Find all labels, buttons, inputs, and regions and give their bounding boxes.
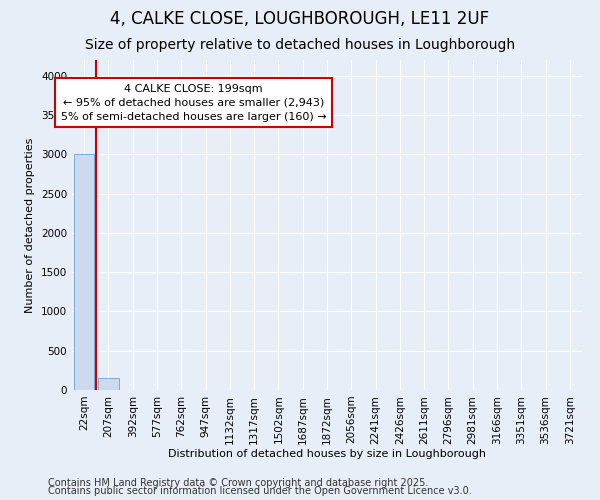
Y-axis label: Number of detached properties: Number of detached properties — [25, 138, 35, 312]
X-axis label: Distribution of detached houses by size in Loughborough: Distribution of detached houses by size … — [168, 449, 486, 459]
Text: Size of property relative to detached houses in Loughborough: Size of property relative to detached ho… — [85, 38, 515, 52]
Text: Contains public sector information licensed under the Open Government Licence v3: Contains public sector information licen… — [48, 486, 472, 496]
Text: Contains HM Land Registry data © Crown copyright and database right 2025.: Contains HM Land Registry data © Crown c… — [48, 478, 428, 488]
Bar — [74, 154, 94, 390]
Bar — [98, 378, 119, 390]
Text: 4 CALKE CLOSE: 199sqm
← 95% of detached houses are smaller (2,943)
5% of semi-de: 4 CALKE CLOSE: 199sqm ← 95% of detached … — [61, 84, 326, 122]
Text: 4, CALKE CLOSE, LOUGHBOROUGH, LE11 2UF: 4, CALKE CLOSE, LOUGHBOROUGH, LE11 2UF — [110, 10, 490, 28]
